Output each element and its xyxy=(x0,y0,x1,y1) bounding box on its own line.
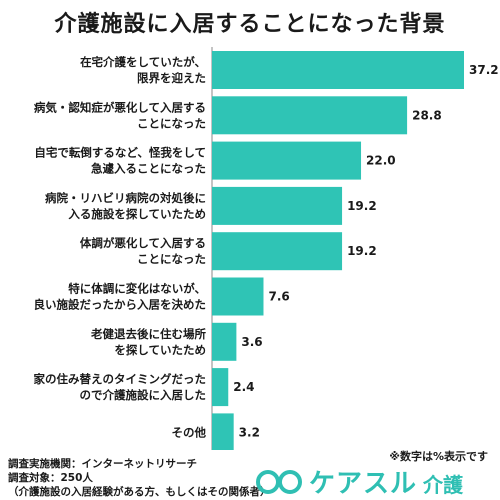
brand-name: ケアスル xyxy=(309,469,418,499)
source-line-1: 調査実施機関：インターネットリサーチ xyxy=(8,458,197,470)
value-label: 28.8 xyxy=(412,108,442,122)
bar-chart: 37.2 在宅介護をしていたが、限界を迎えた 28.8 病気・認知症が悪化して入居する… xyxy=(34,47,499,450)
category-label: 老健退去後に住む場所を探していたため xyxy=(90,327,206,357)
value-label: 22.0 xyxy=(366,154,396,168)
value-label: 2.4 xyxy=(233,380,254,394)
value-label: 19.2 xyxy=(347,244,377,258)
bar xyxy=(212,51,464,89)
smile-logo-icon xyxy=(256,469,302,494)
value-label: 3.6 xyxy=(241,335,262,349)
chart-title: 介護施設に入居することになった背景 xyxy=(54,12,446,37)
category-label: 体調が悪化して入居することになった xyxy=(80,236,206,266)
category-label: 在宅介護をしていたが、限界を迎えた xyxy=(80,55,206,85)
value-label: 3.2 xyxy=(239,425,260,439)
category-label: その他 xyxy=(172,425,207,439)
value-label: 19.2 xyxy=(347,199,377,213)
value-label: 7.6 xyxy=(268,290,289,304)
category-label: 特に体調に変化はないが、良い施設だったから入居を決めた xyxy=(34,282,207,312)
value-label: 37.2 xyxy=(469,63,499,77)
bar xyxy=(212,413,234,450)
source-line-3: （介護施設の入居経験がある方、もしくはその関係者） xyxy=(8,486,271,498)
source-line-2: 調査対象：250人 xyxy=(8,472,93,484)
bar xyxy=(212,232,343,271)
bar xyxy=(212,186,343,225)
bar xyxy=(212,368,229,407)
brand-logo: ケアスル 介護 xyxy=(255,463,463,500)
category-label: 病気・認知症が悪化して入居することになった xyxy=(34,100,206,130)
category-label: 病院・リハビリ病院の対処後に入る施設を探していたため xyxy=(45,191,206,221)
bar xyxy=(212,277,264,316)
unit-note: ※数字は%表示です xyxy=(389,450,488,463)
bar xyxy=(212,141,362,180)
bar xyxy=(212,322,237,361)
category-label: 自宅で転倒するなど、怪我をして急遽入ることになった xyxy=(34,146,206,176)
category-label: 家の住み替えのタイミングだったので介護施設に入居した xyxy=(34,372,207,402)
bar xyxy=(212,96,408,135)
brand-sub: 介護 xyxy=(423,473,464,497)
